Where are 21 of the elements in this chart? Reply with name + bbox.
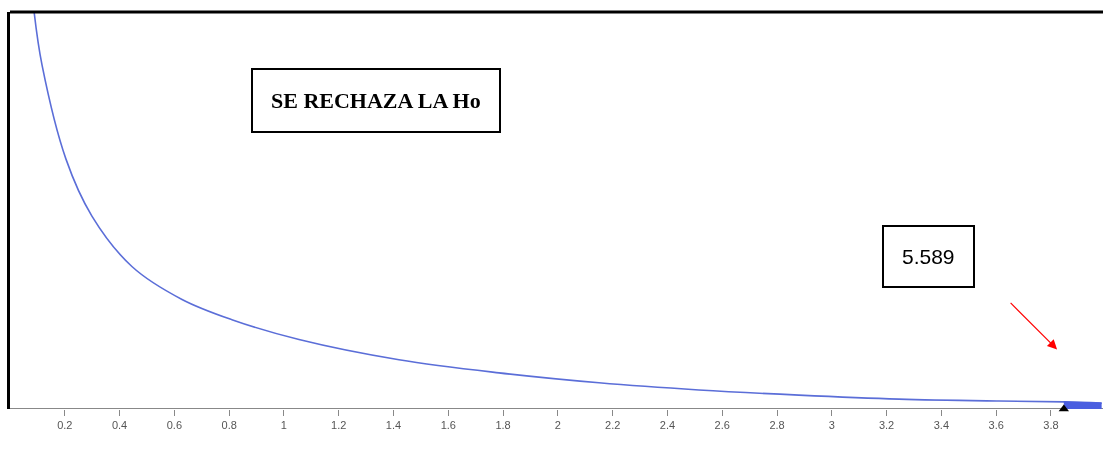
x-tick-label: 1.4 (385, 419, 402, 432)
x-tick-label: 1 (280, 419, 287, 432)
x-tick-label: 0.6 (166, 419, 183, 432)
annotation: 5.589 (902, 245, 955, 268)
x-tick-label: 3.6 (988, 419, 1004, 432)
x-tick-label: 3.8 (1043, 419, 1059, 432)
x-tick-label: 0.4 (111, 419, 128, 432)
x-tick-label: 1.6 (440, 419, 456, 432)
x-tick-label: 1.2 (331, 419, 347, 432)
x-tick-label: 2.4 (659, 419, 676, 432)
x-tick-label: 2.8 (769, 419, 785, 432)
x-tick-label: 1.8 (495, 419, 511, 432)
x-tick-label: 2 (554, 419, 561, 432)
x-tick-label: 3.4 (933, 419, 950, 432)
x-tick-label: 2.2 (605, 419, 621, 432)
x-tick-label: 3.2 (878, 419, 895, 432)
x-tick-label: 0.8 (221, 419, 237, 432)
x-tick-label: 2.6 (714, 419, 730, 432)
x-tick-label: 0.2 (57, 419, 73, 432)
x-tick-label: 3 (828, 419, 835, 432)
annotation: SE RECHAZA LA Ho (271, 88, 481, 113)
